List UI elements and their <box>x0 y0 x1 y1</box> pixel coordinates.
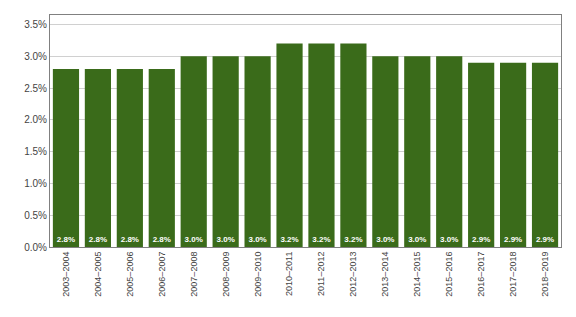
svg-text:3.0%: 3.0% <box>248 235 266 244</box>
svg-text:3.0%: 3.0% <box>440 235 458 244</box>
svg-text:2017–2018: 2017–2018 <box>508 252 518 297</box>
svg-text:2.5%: 2.5% <box>24 83 47 94</box>
svg-text:3.2%: 3.2% <box>280 235 298 244</box>
svg-text:2008–2009: 2008–2009 <box>221 252 231 297</box>
svg-text:2003–2004: 2003–2004 <box>61 252 71 297</box>
svg-text:2.8%: 2.8% <box>57 235 75 244</box>
svg-text:3.0%: 3.0% <box>408 235 426 244</box>
svg-text:0.5%: 0.5% <box>24 210 47 221</box>
svg-text:2013–2014: 2013–2014 <box>380 252 390 297</box>
svg-text:0.0%: 0.0% <box>24 242 47 253</box>
svg-text:2009–2010: 2009–2010 <box>253 252 263 297</box>
svg-text:2.9%: 2.9% <box>472 235 490 244</box>
svg-text:3.5%: 3.5% <box>24 19 47 30</box>
svg-text:2005–2006: 2005–2006 <box>125 252 135 297</box>
svg-text:2.9%: 2.9% <box>504 235 522 244</box>
svg-text:3.2%: 3.2% <box>312 235 330 244</box>
svg-text:2014–2015: 2014–2015 <box>412 252 422 297</box>
svg-text:2006–2007: 2006–2007 <box>157 252 167 297</box>
svg-text:2010–2011: 2010–2011 <box>284 252 294 296</box>
svg-text:2012–2013: 2012–2013 <box>348 252 358 297</box>
svg-text:2004–2005: 2004–2005 <box>93 252 103 297</box>
svg-text:2.8%: 2.8% <box>121 235 139 244</box>
svg-text:2.8%: 2.8% <box>89 235 107 244</box>
svg-text:2.0%: 2.0% <box>24 114 47 125</box>
svg-text:2018–2019: 2018–2019 <box>540 252 550 297</box>
svg-text:3.0%: 3.0% <box>376 235 394 244</box>
svg-text:3.0%: 3.0% <box>185 235 203 244</box>
svg-text:2011–2012: 2011–2012 <box>316 252 326 296</box>
svg-text:1.5%: 1.5% <box>24 146 47 157</box>
svg-text:2007–2008: 2007–2008 <box>189 252 199 297</box>
svg-text:3.0%: 3.0% <box>24 51 47 62</box>
svg-text:2.9%: 2.9% <box>536 235 554 244</box>
svg-text:3.0%: 3.0% <box>217 235 235 244</box>
svg-text:2.8%: 2.8% <box>153 235 171 244</box>
svg-text:2015–2016: 2015–2016 <box>444 252 454 297</box>
svg-text:2016–2017: 2016–2017 <box>476 252 486 297</box>
svg-text:1.0%: 1.0% <box>24 178 47 189</box>
svg-text:3.2%: 3.2% <box>344 235 362 244</box>
